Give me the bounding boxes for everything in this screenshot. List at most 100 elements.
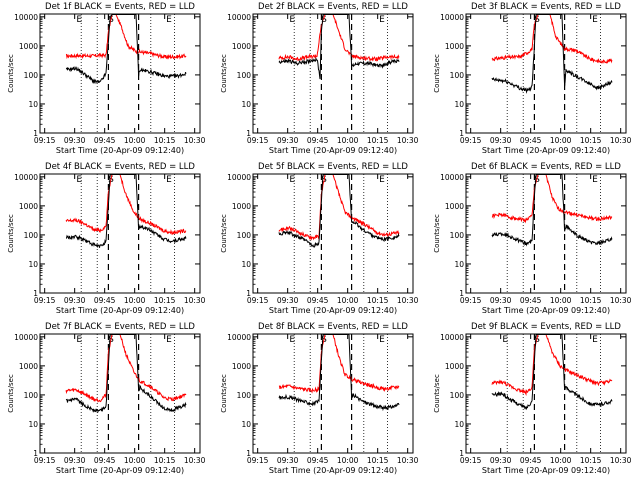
interval-marker: E xyxy=(592,335,598,345)
y-tick-label: 10 xyxy=(454,420,464,429)
events-series-line xyxy=(278,334,400,412)
interval-marker: E xyxy=(289,335,295,345)
events-series-line xyxy=(65,334,187,414)
panel-title: Det 9f BLACK = Events, RED = LLD xyxy=(471,322,621,332)
y-tick-label: 10 xyxy=(28,420,38,429)
y-tick-label: 1000 xyxy=(232,202,251,211)
interval-marker: E xyxy=(76,175,82,185)
events-series-line xyxy=(278,14,400,80)
x-tick-label: 10:15 xyxy=(154,296,176,305)
x-axis-label: Start Time (20-Apr-09 09:12:40) xyxy=(482,146,610,155)
x-tick-label: 10:30 xyxy=(184,456,206,465)
lld-series-line xyxy=(491,174,613,224)
y-tick-label: 1 xyxy=(33,289,38,298)
x-axis-label: Start Time (20-Apr-09 09:12:40) xyxy=(269,306,397,315)
x-tick-label: 10:00 xyxy=(550,456,572,465)
series-group xyxy=(491,14,613,94)
x-tick-label: 10:15 xyxy=(154,456,176,465)
y-tick-label: 10 xyxy=(241,100,251,109)
x-tick-label: 10:00 xyxy=(337,296,359,305)
x-tick-label: 10:30 xyxy=(184,296,206,305)
events-series-line xyxy=(65,14,187,85)
detector-panel: Det 3f BLACK = Events, RED = LLD 1 10 100 10… xyxy=(433,2,632,155)
interval-marker: E xyxy=(379,175,385,185)
y-axis-label: Counts/sec xyxy=(433,214,441,253)
y-axis-label: Counts/sec xyxy=(7,214,15,253)
x-tick-label: 10:15 xyxy=(367,456,389,465)
lld-series-line xyxy=(278,14,400,62)
x-tick-label: 09:30 xyxy=(277,296,299,305)
y-axis-label: Counts/sec xyxy=(220,374,228,413)
plot-frame xyxy=(39,13,201,134)
panel-title: Det 3f BLACK = Events, RED = LLD xyxy=(471,2,621,12)
x-tick-label: 10:00 xyxy=(550,296,572,305)
x-tick-label: 10:30 xyxy=(397,296,419,305)
y-tick-label: 10000 xyxy=(440,333,464,342)
interval-marker: E xyxy=(502,175,508,185)
interval-marker: S xyxy=(534,15,540,25)
series-group xyxy=(65,174,187,249)
y-tick-label: 100 xyxy=(450,391,465,400)
y-tick-label: 10000 xyxy=(440,173,464,182)
y-tick-label: 10 xyxy=(241,420,251,429)
y-tick-label: 1 xyxy=(459,449,464,458)
y-axis-label: Counts/sec xyxy=(7,374,15,413)
interval-marker: E xyxy=(166,15,172,25)
y-tick-label: 10000 xyxy=(227,13,251,22)
plot-frame xyxy=(465,173,627,294)
events-series-line xyxy=(278,174,400,248)
y-tick-label: 100 xyxy=(237,391,252,400)
x-tick-label: 10:00 xyxy=(337,136,359,145)
panel-title: Det 4f BLACK = Events, RED = LLD xyxy=(45,162,195,172)
events-series-line xyxy=(491,174,613,247)
y-axis-label: Counts/sec xyxy=(220,214,228,253)
x-tick-label: 09:30 xyxy=(490,456,512,465)
y-tick-label: 1 xyxy=(246,449,251,458)
x-tick-label: 10:15 xyxy=(580,136,602,145)
y-tick-label: 100 xyxy=(237,231,252,240)
y-tick-label: 1 xyxy=(246,289,251,298)
x-tick-label: 10:30 xyxy=(610,456,632,465)
x-tick-label: 10:30 xyxy=(184,136,206,145)
x-tick-label: 10:15 xyxy=(580,296,602,305)
series-group xyxy=(278,14,400,80)
panel-title: Det 7f BLACK = Events, RED = LLD xyxy=(45,322,195,332)
x-tick-label: 10:30 xyxy=(610,296,632,305)
interval-marker: S xyxy=(534,335,540,345)
y-tick-label: 1 xyxy=(246,129,251,138)
y-axis-label: Counts/sec xyxy=(220,54,228,93)
y-tick-label: 100 xyxy=(24,231,39,240)
x-tick-label: 09:15 xyxy=(247,296,269,305)
y-axis-label: Counts/sec xyxy=(7,54,15,93)
x-tick-label: 09:45 xyxy=(307,136,329,145)
y-tick-label: 1000 xyxy=(232,42,251,51)
y-tick-label: 1 xyxy=(459,289,464,298)
series-group xyxy=(278,334,400,412)
x-tick-label: 09:15 xyxy=(247,136,269,145)
y-tick-label: 1 xyxy=(459,129,464,138)
x-tick-label: 09:30 xyxy=(277,456,299,465)
detector-panel: Det 6f BLACK = Events, RED = LLD 1 10 100 10… xyxy=(433,162,632,315)
x-axis-label: Start Time (20-Apr-09 09:12:40) xyxy=(56,466,184,475)
x-tick-label: 10:00 xyxy=(550,136,572,145)
lld-series-line xyxy=(65,334,187,403)
lld-series-line xyxy=(491,14,613,64)
y-tick-label: 100 xyxy=(24,391,39,400)
y-tick-label: 10000 xyxy=(14,173,38,182)
y-tick-label: 1000 xyxy=(445,202,464,211)
x-tick-label: 09:30 xyxy=(64,456,86,465)
x-tick-label: 09:30 xyxy=(490,136,512,145)
detector-panel: Det 2f BLACK = Events, RED = LLD 1 10 100 10… xyxy=(220,2,419,155)
y-tick-label: 1000 xyxy=(19,202,38,211)
interval-marker: E xyxy=(592,175,598,185)
x-tick-label: 10:15 xyxy=(367,296,389,305)
series-group xyxy=(491,334,613,411)
y-tick-label: 100 xyxy=(450,231,465,240)
panel-title: Det 1f BLACK = Events, RED = LLD xyxy=(45,2,195,12)
x-axis-label: Start Time (20-Apr-09 09:12:40) xyxy=(56,146,184,155)
series-group xyxy=(65,334,187,414)
detector-panel: Det 5f BLACK = Events, RED = LLD 1 10 100 10… xyxy=(220,162,419,315)
interval-marker: E xyxy=(166,335,172,345)
interval-marker: E xyxy=(289,15,295,25)
